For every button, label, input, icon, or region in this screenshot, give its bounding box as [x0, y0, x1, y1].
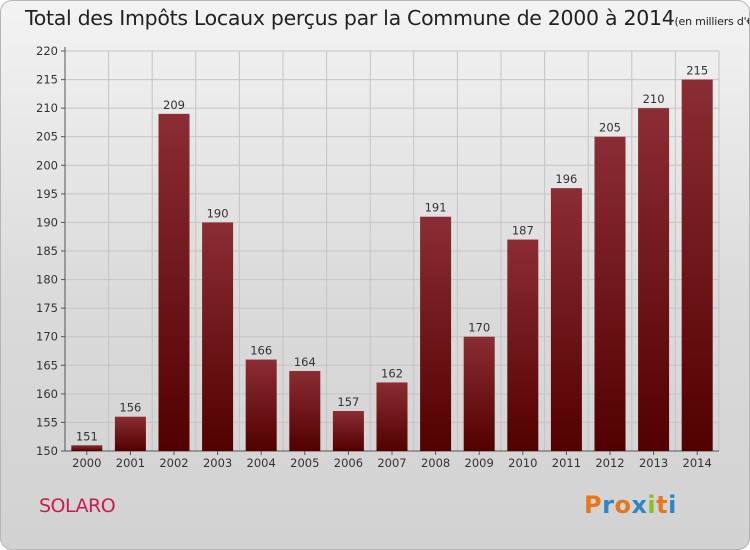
bar-value-label: 164 [294, 355, 316, 369]
x-tick-label: 2006 [334, 456, 363, 470]
bar-value-label: 151 [76, 429, 98, 443]
y-tick-label: 195 [36, 187, 58, 201]
bar-2007 [376, 382, 408, 451]
proxiti-logo: Proxiti [584, 491, 677, 519]
bar-2003 [202, 222, 234, 451]
bar-2010 [507, 239, 539, 451]
logo-letter: o [614, 491, 632, 519]
logo-letter: x [631, 491, 648, 519]
y-tick-label: 220 [36, 44, 58, 58]
bar-value-label: 187 [512, 224, 534, 238]
y-tick-label: 210 [36, 101, 58, 115]
x-tick-label: 2014 [683, 456, 712, 470]
logo-letter: P [584, 491, 603, 519]
bar-value-label: 210 [643, 92, 665, 106]
bar-value-label: 215 [686, 64, 708, 78]
bar-2011 [550, 188, 582, 451]
y-tick-label: 150 [36, 444, 58, 458]
y-tick-label: 180 [36, 273, 58, 287]
bar-value-label: 205 [599, 121, 621, 135]
y-tick-label: 205 [36, 130, 58, 144]
x-tick-label: 2000 [72, 456, 101, 470]
bar-value-label: 191 [425, 201, 447, 215]
x-tick-label: 2013 [639, 456, 668, 470]
y-tick-label: 185 [36, 244, 58, 258]
y-tick-label: 190 [36, 215, 58, 229]
x-tick-label: 2009 [465, 456, 494, 470]
y-tick-label: 155 [36, 415, 58, 429]
bar-value-label: 196 [555, 172, 577, 186]
y-tick-label: 170 [36, 330, 58, 344]
commune-name: SOLARO [39, 495, 116, 517]
bar-2012 [594, 136, 626, 451]
bar-2004 [245, 359, 277, 451]
y-tick-label: 160 [36, 387, 58, 401]
bar-value-label: 166 [250, 344, 272, 358]
x-tick-label: 2003 [203, 456, 232, 470]
chart-title-text: Total des Impôts Locaux perçus par la Co… [25, 6, 675, 30]
bar-value-label: 157 [337, 395, 359, 409]
x-tick-label: 2002 [159, 456, 188, 470]
x-tick-label: 2011 [552, 456, 581, 470]
bar-value-label: 190 [207, 206, 229, 220]
y-tick-label: 175 [36, 301, 58, 315]
x-tick-label: 2005 [290, 456, 319, 470]
logo-letter: i [668, 491, 677, 519]
bar-2013 [638, 108, 670, 452]
x-tick-label: 2007 [377, 456, 406, 470]
bar-2000 [71, 445, 103, 451]
bar-2014 [681, 79, 713, 452]
x-tick-label: 2010 [508, 456, 537, 470]
bar-2001 [114, 416, 146, 451]
x-tick-label: 2008 [421, 456, 450, 470]
bar-2008 [420, 216, 452, 451]
bar-2002 [158, 113, 190, 451]
bars [71, 79, 713, 452]
bar-2009 [463, 336, 495, 451]
y-tick-label: 165 [36, 358, 58, 372]
bar-value-label: 162 [381, 366, 403, 380]
x-tick-label: 2004 [247, 456, 276, 470]
labels: 150 155 160 165 170 175 180 185 190 195 200 205 210 2… [36, 44, 712, 470]
chart-title: Total des Impôts Locaux perçus par la Co… [25, 6, 750, 30]
bar-value-label: 170 [468, 321, 490, 335]
bar-2006 [332, 411, 364, 451]
logo-letter: r [602, 491, 615, 519]
x-tick-label: 2001 [116, 456, 145, 470]
x-tick-label: 2012 [595, 456, 624, 470]
y-tick-label: 215 [36, 73, 58, 87]
bar-value-label: 209 [163, 98, 185, 112]
y-tick-label: 200 [36, 158, 58, 172]
chart-title-unit: (en milliers d'€) [674, 15, 750, 28]
logo-letter: t [656, 491, 669, 519]
bar-2005 [289, 371, 321, 451]
logo-letter: i [647, 491, 657, 519]
bar-value-label: 156 [119, 401, 141, 415]
